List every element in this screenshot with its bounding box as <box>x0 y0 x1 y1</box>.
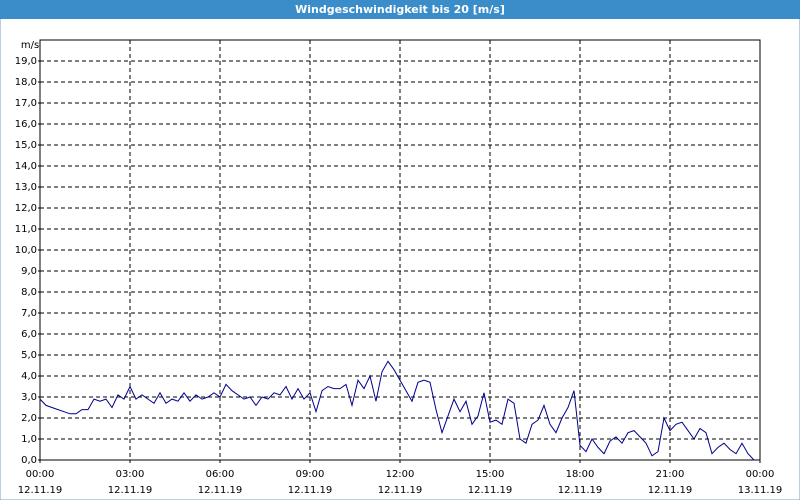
x-tick-label: 18:00 <box>566 469 595 480</box>
x-tick-label: 06:00 <box>206 469 235 480</box>
y-tick-label: 5,0 <box>21 350 37 361</box>
y-tick-label: 7,0 <box>21 308 37 319</box>
y-tick-label: 8,0 <box>21 287 37 298</box>
x-tick-label: 21:00 <box>656 469 685 480</box>
y-tick-label: 13,0 <box>15 182 37 193</box>
x-tick-label: 00:00 <box>26 469 55 480</box>
y-tick-label: 16,0 <box>15 119 37 130</box>
y-tick-label: 10,0 <box>15 245 37 256</box>
x-tick-date: 12.11.19 <box>198 485 243 496</box>
y-tick-label: 6,0 <box>21 329 37 340</box>
y-tick-label: 12,0 <box>15 203 37 214</box>
y-tick-label: 3,0 <box>21 392 37 403</box>
y-tick-label: 4,0 <box>21 371 37 382</box>
x-tick-date: 12.11.19 <box>558 485 603 496</box>
x-tick-date: 12.11.19 <box>648 485 693 496</box>
x-tick-date: 12.11.19 <box>468 485 513 496</box>
x-tick-label: 12:00 <box>386 469 415 480</box>
y-tick-label: 9,0 <box>21 266 37 277</box>
y-tick-label: 19,0 <box>15 56 37 67</box>
x-tick-label: 03:00 <box>116 469 145 480</box>
y-tick-label: 0,0 <box>21 455 37 466</box>
x-tick-date: 12.11.19 <box>378 485 423 496</box>
x-tick-date: 12.11.19 <box>108 485 153 496</box>
x-tick-label: 09:00 <box>296 469 325 480</box>
y-tick-label: 2,0 <box>21 413 37 424</box>
y-axis-unit: m/s <box>21 40 39 51</box>
y-tick-label: 11,0 <box>15 224 37 235</box>
x-tick-label: 00:00 <box>746 469 775 480</box>
y-tick-label: 14,0 <box>15 161 37 172</box>
y-tick-label: 15,0 <box>15 140 37 151</box>
y-tick-label: 18,0 <box>15 77 37 88</box>
x-tick-date: 12.11.19 <box>18 485 63 496</box>
x-tick-date: 12.11.19 <box>288 485 333 496</box>
y-tick-label: 1,0 <box>21 434 37 445</box>
y-tick-label: 17,0 <box>15 98 37 109</box>
wind-speed-line <box>39 360 755 461</box>
x-tick-label: 15:00 <box>476 469 505 480</box>
x-tick-date: 13.11.19 <box>738 485 783 496</box>
title-bar <box>0 0 800 19</box>
chart-title: Windgeschwindigkeit bis 20 [m/s] <box>295 3 505 16</box>
